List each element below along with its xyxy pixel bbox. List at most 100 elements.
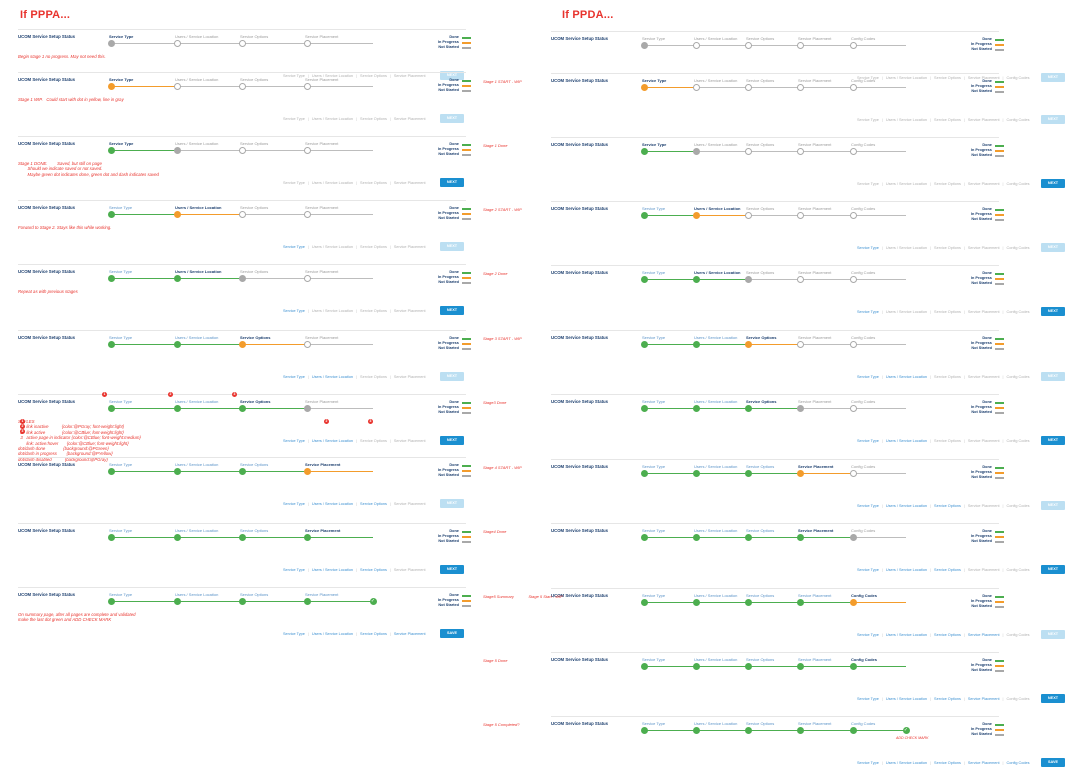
stage-label[interactable]: Service Type [109,335,133,340]
breadcrumb-link[interactable]: Config Codes [1006,118,1030,122]
breadcrumb-link[interactable]: Service Options [934,697,961,701]
stage-label[interactable]: Config Codes [851,464,876,469]
breadcrumb-link[interactable]: Service Placement [393,568,426,572]
stage-label[interactable]: Service Placement [798,721,832,726]
stage-label[interactable]: Service Placement [798,270,832,275]
breadcrumb-link[interactable]: Users / Service Location [311,632,354,636]
breadcrumb-link[interactable]: Users / Service Location [311,502,354,506]
breadcrumb-link[interactable]: Service Options [360,568,387,572]
breadcrumb-link[interactable]: Service Options [360,74,387,78]
stage-label[interactable]: Service Type [642,528,666,533]
breadcrumb-link[interactable]: Service Options [934,761,961,765]
breadcrumb-link[interactable]: Service Placement [393,309,426,313]
stage-label[interactable]: Service Type [642,270,666,275]
stage-label[interactable]: Service Options [746,270,775,275]
stage-label[interactable]: Config Codes [851,78,876,83]
stage-label[interactable]: Service Placement [305,141,339,146]
breadcrumb-link[interactable]: Config Codes [1006,246,1030,250]
breadcrumb-link[interactable]: Users / Service Location [311,117,354,121]
stage-label[interactable]: Service Options [746,593,775,598]
breadcrumb-link[interactable]: Service Type [857,568,879,572]
stage-label[interactable]: Users / Service Location [175,205,222,210]
breadcrumb-link[interactable]: Service Options [934,246,961,250]
next-button[interactable]: NEXT [1041,179,1065,188]
breadcrumb-link[interactable]: Service Placement [393,117,426,121]
stage-label[interactable]: Service Placement [798,142,832,147]
stage-label[interactable]: Service Options [240,335,271,340]
stage-label[interactable]: Service Options [746,36,775,41]
stage-label[interactable]: Service Placement [798,78,832,83]
stage-label[interactable]: Users / Service Location [694,528,738,533]
breadcrumb-link[interactable]: Service Placement [967,504,1000,508]
next-button[interactable]: NEXT [1041,694,1065,703]
breadcrumb-link[interactable]: Service Placement [393,245,426,249]
stage-label[interactable]: Config Codes [851,36,876,41]
stage-label[interactable]: Service Placement [305,462,341,467]
stage-label[interactable]: Config Codes [851,657,877,662]
stage-label[interactable]: Users / Service Location [175,77,219,82]
breadcrumb-link[interactable]: Service Type [857,697,879,701]
breadcrumb-link[interactable]: Users / Service Location [885,761,928,765]
breadcrumb-link[interactable]: Service Type [283,309,305,313]
breadcrumb-link[interactable]: Config Codes [1006,761,1030,765]
breadcrumb-link[interactable]: Service Placement [393,375,426,379]
breadcrumb-link[interactable]: Users / Service Location [885,246,928,250]
stage-label[interactable]: Service Type [109,592,133,597]
next-button[interactable]: NEXT [440,436,464,445]
breadcrumb-link[interactable]: Users / Service Location [885,633,928,637]
stage-label[interactable]: Service Options [240,462,269,467]
stage-label[interactable]: Service Type [642,593,666,598]
breadcrumb-link[interactable]: Service Type [857,118,879,122]
stage-label[interactable]: Config Codes [851,335,876,340]
stage-label[interactable]: Users / Service Location [175,34,219,39]
breadcrumb-link[interactable]: Service Type [857,375,879,379]
breadcrumb-link[interactable]: Users / Service Location [311,245,354,249]
breadcrumb-link[interactable]: Service Options [934,633,961,637]
stage-label[interactable]: Service Options [240,205,269,210]
breadcrumb-link[interactable]: Service Type [283,74,305,78]
breadcrumb-link[interactable]: Service Placement [393,181,426,185]
breadcrumb-link[interactable]: Service Type [283,439,305,443]
breadcrumb-link[interactable]: Service Options [360,439,387,443]
breadcrumb-link[interactable]: Service Options [360,375,387,379]
breadcrumb-link[interactable]: Service Type [283,632,305,636]
stage-label[interactable]: Service Options [746,335,777,340]
breadcrumb-link[interactable]: Config Codes [1006,504,1030,508]
stage-label[interactable]: Service Type [109,462,133,467]
stage-label[interactable]: Service Placement [305,269,339,274]
stage-label[interactable]: Service Type [642,464,666,469]
breadcrumb-link[interactable]: Service Placement [967,182,1000,186]
stage-label[interactable]: Service Type [642,721,666,726]
breadcrumb-link[interactable]: Users / Service Location [311,74,354,78]
breadcrumb-link[interactable]: Users / Service Location [885,375,928,379]
stage-label[interactable]: Service Type [109,399,133,404]
breadcrumb-link[interactable]: Service Options [360,309,387,313]
stage-label[interactable]: Users / Service Location [694,270,741,275]
breadcrumb-link[interactable]: Users / Service Location [885,439,928,443]
stage-label[interactable]: Service Type [109,205,133,210]
breadcrumb-link[interactable]: Service Placement [393,502,426,506]
stage-label[interactable]: Service Type [642,36,666,41]
breadcrumb-link[interactable]: Service Options [360,632,387,636]
breadcrumb-link[interactable]: Service Placement [393,439,426,443]
breadcrumb-link[interactable]: Service Placement [967,633,1000,637]
breadcrumb-link[interactable]: Users / Service Location [885,697,928,701]
stage-label[interactable]: Service Options [240,592,269,597]
stage-label[interactable]: Service Options [746,528,775,533]
breadcrumb-link[interactable]: Users / Service Location [885,182,928,186]
breadcrumb-link[interactable]: Users / Service Location [885,568,928,572]
stage-label[interactable]: Service Placement [798,399,832,404]
breadcrumb-link[interactable]: Service Type [283,568,305,572]
stage-label[interactable]: Users / Service Location [694,464,738,469]
breadcrumb-link[interactable]: Service Options [934,504,961,508]
stage-label[interactable]: Users / Service Location [694,335,738,340]
stage-label[interactable]: Service Placement [798,593,832,598]
stage-label[interactable]: Config Codes [851,270,876,275]
stage-label[interactable]: Users / Service Location [694,399,738,404]
stage-label[interactable]: Service Options [746,142,775,147]
stage-label[interactable]: Service Placement [798,657,832,662]
stage-label[interactable]: Service Type [642,657,666,662]
stage-label[interactable]: Users / Service Location [175,592,219,597]
stage-label[interactable]: Users / Service Location [694,657,738,662]
stage-label[interactable]: Service Placement [798,528,834,533]
